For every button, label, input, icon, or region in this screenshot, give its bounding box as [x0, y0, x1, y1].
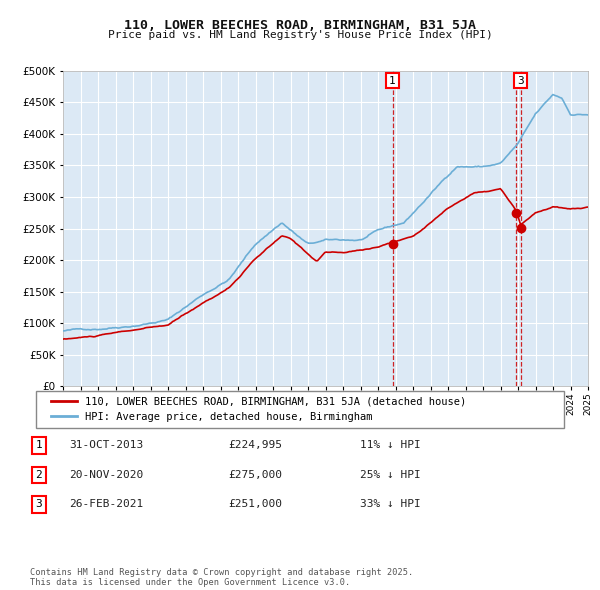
Legend: 110, LOWER BEECHES ROAD, BIRMINGHAM, B31 5JA (detached house), HPI: Average pric: 110, LOWER BEECHES ROAD, BIRMINGHAM, B31…: [46, 392, 470, 427]
Text: 11% ↓ HPI: 11% ↓ HPI: [360, 441, 421, 450]
Text: 2: 2: [35, 470, 43, 480]
Text: 26-FEB-2021: 26-FEB-2021: [69, 500, 143, 509]
Text: Price paid vs. HM Land Registry's House Price Index (HPI): Price paid vs. HM Land Registry's House …: [107, 30, 493, 40]
Text: 20-NOV-2020: 20-NOV-2020: [69, 470, 143, 480]
Text: 3: 3: [35, 500, 43, 509]
Text: £224,995: £224,995: [228, 441, 282, 450]
Text: Contains HM Land Registry data © Crown copyright and database right 2025.
This d: Contains HM Land Registry data © Crown c…: [30, 568, 413, 587]
Text: £275,000: £275,000: [228, 470, 282, 480]
Text: 33% ↓ HPI: 33% ↓ HPI: [360, 500, 421, 509]
Text: £251,000: £251,000: [228, 500, 282, 509]
Text: 25% ↓ HPI: 25% ↓ HPI: [360, 470, 421, 480]
Text: 1: 1: [389, 76, 396, 86]
Text: 31-OCT-2013: 31-OCT-2013: [69, 441, 143, 450]
Text: 1: 1: [35, 441, 43, 450]
Text: 110, LOWER BEECHES ROAD, BIRMINGHAM, B31 5JA: 110, LOWER BEECHES ROAD, BIRMINGHAM, B31…: [124, 19, 476, 32]
FancyBboxPatch shape: [36, 391, 564, 428]
Text: 3: 3: [517, 76, 524, 86]
